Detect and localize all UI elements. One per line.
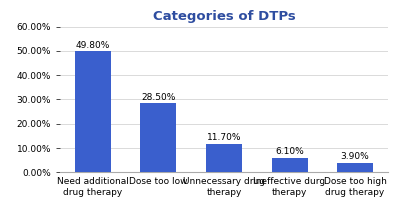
Text: 49.80%: 49.80% — [76, 41, 110, 50]
Text: 28.50%: 28.50% — [141, 93, 176, 102]
Title: Categories of DTPs: Categories of DTPs — [153, 10, 295, 23]
Text: 11.70%: 11.70% — [207, 133, 241, 143]
Bar — [140, 103, 176, 172]
Bar — [272, 158, 308, 172]
Text: 6.10%: 6.10% — [275, 147, 304, 156]
Bar — [337, 163, 373, 172]
Bar — [75, 51, 111, 172]
Bar — [206, 144, 242, 172]
Text: 3.90%: 3.90% — [341, 152, 370, 161]
